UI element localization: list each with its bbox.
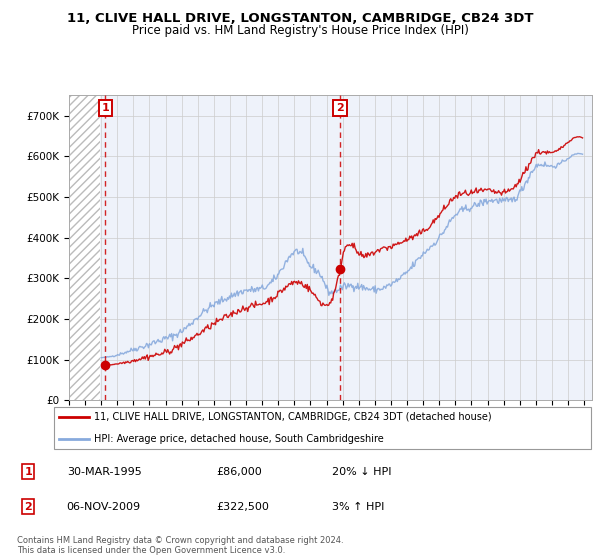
Text: 11, CLIVE HALL DRIVE, LONGSTANTON, CAMBRIDGE, CB24 3DT (detached house): 11, CLIVE HALL DRIVE, LONGSTANTON, CAMBR… bbox=[94, 412, 492, 422]
Text: 2: 2 bbox=[336, 103, 344, 113]
Text: 20% ↓ HPI: 20% ↓ HPI bbox=[332, 466, 391, 477]
Text: 3% ↑ HPI: 3% ↑ HPI bbox=[332, 502, 384, 511]
Text: Price paid vs. HM Land Registry's House Price Index (HPI): Price paid vs. HM Land Registry's House … bbox=[131, 24, 469, 37]
Text: £86,000: £86,000 bbox=[217, 466, 262, 477]
FancyBboxPatch shape bbox=[54, 407, 591, 449]
Text: 2: 2 bbox=[24, 502, 32, 511]
Text: 06-NOV-2009: 06-NOV-2009 bbox=[67, 502, 141, 511]
Text: £322,500: £322,500 bbox=[217, 502, 269, 511]
Text: 30-MAR-1995: 30-MAR-1995 bbox=[67, 466, 142, 477]
Text: 1: 1 bbox=[24, 466, 32, 477]
Text: 11, CLIVE HALL DRIVE, LONGSTANTON, CAMBRIDGE, CB24 3DT: 11, CLIVE HALL DRIVE, LONGSTANTON, CAMBR… bbox=[67, 12, 533, 25]
Bar bbox=[69, 95, 100, 400]
Text: 1: 1 bbox=[101, 103, 109, 113]
Text: HPI: Average price, detached house, South Cambridgeshire: HPI: Average price, detached house, Sout… bbox=[94, 434, 384, 444]
Text: Contains HM Land Registry data © Crown copyright and database right 2024.
This d: Contains HM Land Registry data © Crown c… bbox=[17, 536, 343, 556]
